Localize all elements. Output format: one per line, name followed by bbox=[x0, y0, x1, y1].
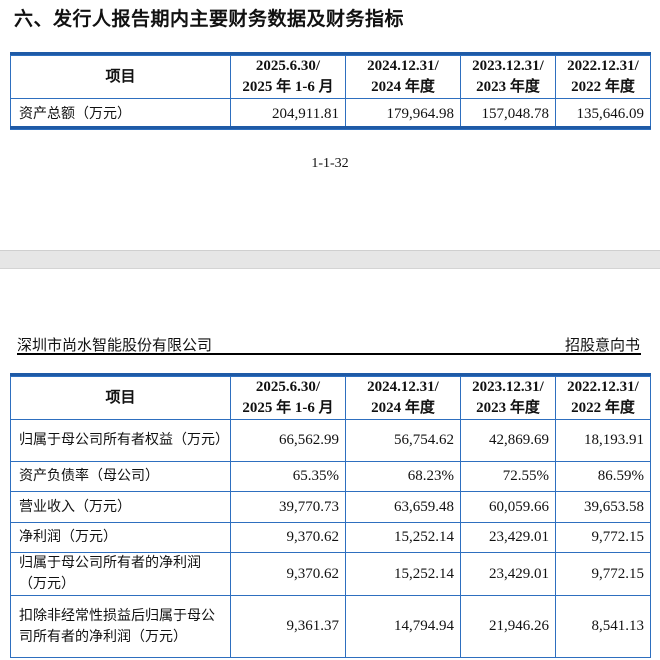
table-row: 净利润（万元） 9,370.62 15,252.14 23,429.01 9,772.1… bbox=[10, 522, 651, 553]
table-row: 归属于母公司所有者权益（万元） 66,562.99 56,754.62 42,869.… bbox=[10, 419, 651, 462]
header-row: 项目 2025.6.30/ 2025 年 1-6 月 2024.12.31/ 202… bbox=[10, 55, 651, 99]
row-label: 归属于母公司所有者权益（万元） bbox=[10, 419, 231, 462]
company-name-header: 深圳市尚水智能股份有限公司 bbox=[17, 336, 213, 354]
cell-value: 157,048.78 bbox=[460, 98, 556, 130]
row-label: 营业收入（万元） bbox=[10, 491, 231, 523]
column-header-period: 2025.6.30/ 2025 年 1-6 月 bbox=[230, 376, 346, 420]
cell-value: 86.59% bbox=[555, 461, 651, 492]
table-row: 营业收入（万元） 39,770.73 63,659.48 60,059.66 39,65… bbox=[10, 491, 651, 523]
column-header-period: 2023.12.31/ 2023 年度 bbox=[460, 55, 556, 99]
cell-value: 9,772.15 bbox=[555, 522, 651, 553]
row-label: 扣除非经常性损益后归属于母公司所有者的净利润（万元） bbox=[10, 595, 231, 658]
cell-value: 42,869.69 bbox=[460, 419, 556, 462]
cell-value: 15,252.14 bbox=[345, 522, 461, 553]
table-bottom-rule bbox=[10, 126, 651, 129]
column-header-period: 2025.6.30/ 2025 年 1-6 月 bbox=[230, 55, 346, 99]
cell-value: 63,659.48 bbox=[345, 491, 461, 523]
cell-value: 39,770.73 bbox=[230, 491, 346, 523]
cell-value: 65.35% bbox=[230, 461, 346, 492]
table-row: 扣除非经常性损益后归属于母公司所有者的净利润（万元） 9,361.37 14,794… bbox=[10, 595, 651, 658]
cell-value: 23,429.01 bbox=[460, 552, 556, 596]
cell-value: 23,429.01 bbox=[460, 522, 556, 553]
column-header-period: 2024.12.31/ 2024 年度 bbox=[345, 376, 461, 420]
column-header-item: 项目 bbox=[10, 55, 231, 99]
page-gap bbox=[0, 250, 660, 269]
page-number: 1-1-32 bbox=[311, 156, 349, 171]
column-header-period: 2024.12.31/ 2024 年度 bbox=[345, 55, 461, 99]
column-header-period: 2023.12.31/ 2023 年度 bbox=[460, 376, 556, 420]
table-row: 归属于母公司所有者的净利润（万元） 9,370.62 15,252.14 23,429… bbox=[10, 552, 651, 596]
row-label: 净利润（万元） bbox=[10, 522, 231, 553]
cell-value: 21,946.26 bbox=[460, 595, 556, 658]
row-label: 资产总额（万元） bbox=[10, 98, 231, 130]
document-type-header: 招股意向书 bbox=[564, 336, 640, 354]
financial-table-page2: 项目 2025.6.30/ 2025 年 1-6 月 2024.12.31/ 202… bbox=[10, 376, 651, 658]
section-title: 六、发行人报告期内主要财务数据及财务指标 bbox=[14, 8, 405, 30]
table-top-rule bbox=[10, 52, 651, 55]
cell-value: 179,964.98 bbox=[345, 98, 461, 130]
cell-value: 8,541.13 bbox=[555, 595, 651, 658]
table-row: 资产负债率（母公司） 65.35% 68.23% 72.55% 86.59% bbox=[10, 461, 651, 492]
cell-value: 9,361.37 bbox=[230, 595, 346, 658]
cell-value: 9,370.62 bbox=[230, 552, 346, 596]
table-row: 资产总额（万元） 204,911.81 179,964.98 157,048.78 13… bbox=[10, 98, 651, 130]
column-header-period: 2022.12.31/ 2022 年度 bbox=[555, 376, 651, 420]
cell-value: 9,370.62 bbox=[230, 522, 346, 553]
cell-value: 18,193.91 bbox=[555, 419, 651, 462]
column-header-item: 项目 bbox=[10, 376, 231, 420]
cell-value: 39,653.58 bbox=[555, 491, 651, 523]
row-label: 归属于母公司所有者的净利润（万元） bbox=[10, 552, 231, 596]
cell-value: 204,911.81 bbox=[230, 98, 346, 130]
header-row: 项目 2025.6.30/ 2025 年 1-6 月 2024.12.31/ 202… bbox=[10, 376, 651, 420]
cell-value: 15,252.14 bbox=[345, 552, 461, 596]
cell-value: 68.23% bbox=[345, 461, 461, 492]
cell-value: 14,794.94 bbox=[345, 595, 461, 658]
cell-value: 72.55% bbox=[460, 461, 556, 492]
cell-value: 9,772.15 bbox=[555, 552, 651, 596]
cell-value: 56,754.62 bbox=[345, 419, 461, 462]
cell-value: 60,059.66 bbox=[460, 491, 556, 523]
header-rule bbox=[17, 353, 641, 355]
cell-value: 135,646.09 bbox=[555, 98, 651, 130]
cell-value: 66,562.99 bbox=[230, 419, 346, 462]
row-label: 资产负债率（母公司） bbox=[10, 461, 231, 492]
table-top-rule bbox=[10, 373, 651, 376]
column-header-period: 2022.12.31/ 2022 年度 bbox=[555, 55, 651, 99]
financial-table-page1: 项目 2025.6.30/ 2025 年 1-6 月 2024.12.31/ 202… bbox=[10, 55, 651, 130]
